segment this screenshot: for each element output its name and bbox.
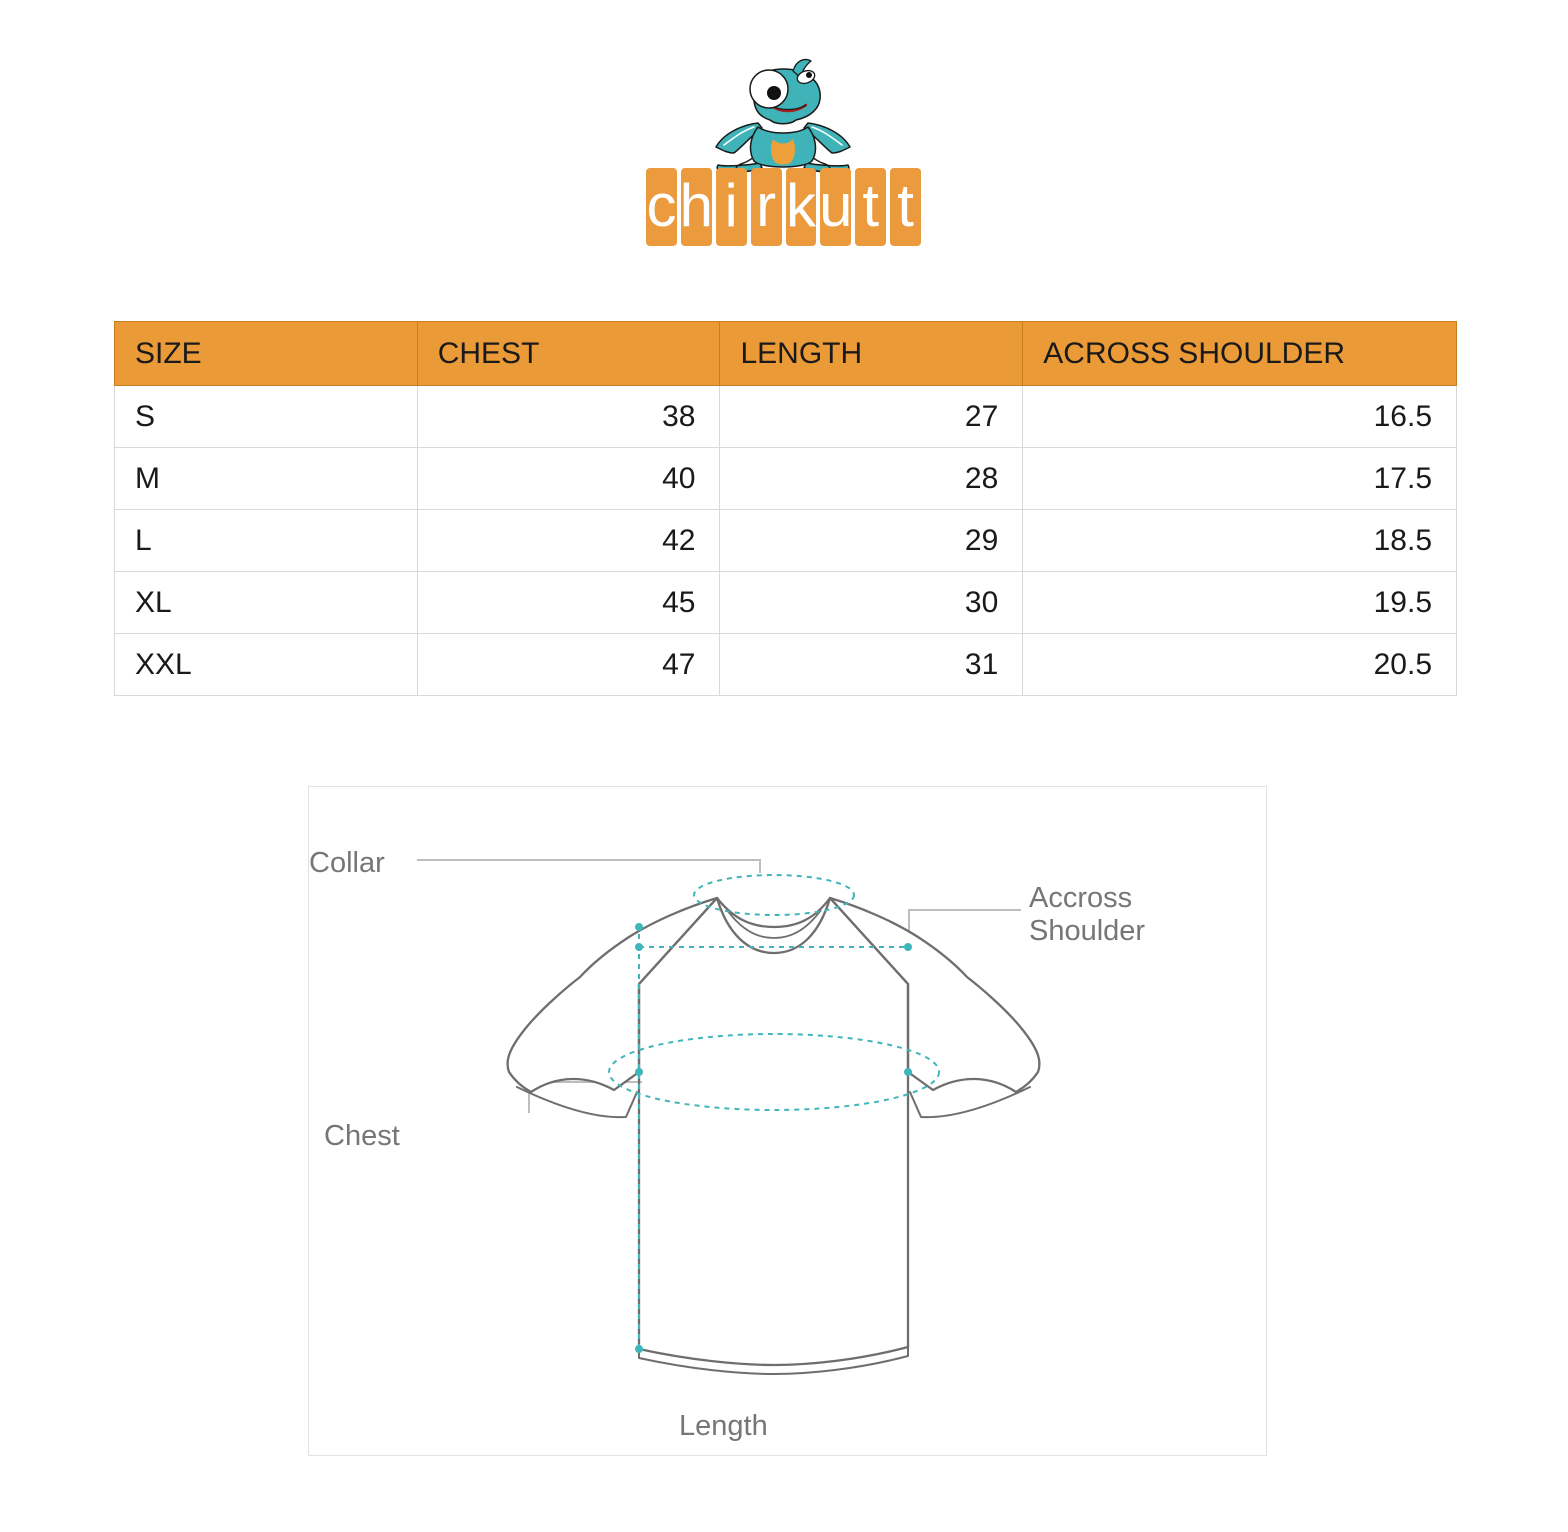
svg-text:Shoulder: Shoulder xyxy=(1029,915,1145,947)
svg-text:Chest: Chest xyxy=(324,1120,400,1152)
svg-text:Accross: Accross xyxy=(1029,882,1132,914)
svg-text:Length: Length xyxy=(679,1410,768,1442)
svg-text:Collar: Collar xyxy=(309,847,385,879)
